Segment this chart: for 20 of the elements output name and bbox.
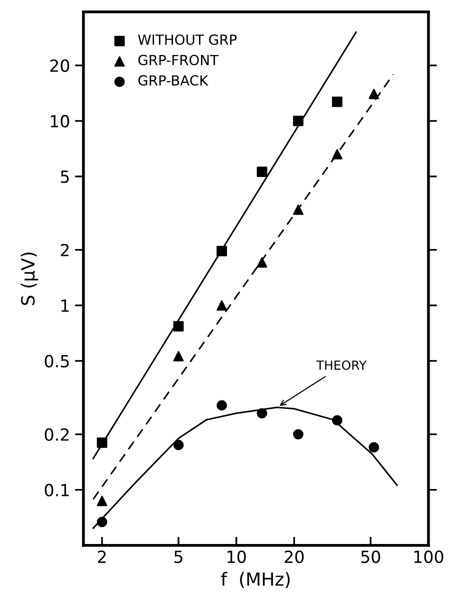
x-tick-label: 20 — [284, 550, 304, 564]
y-tick-label: 10 — [50, 114, 70, 128]
legend-label: WITHOUT GRP — [138, 34, 237, 45]
legend-label: GRP-BACK — [138, 75, 208, 86]
y-tick-label: 0.5 — [44, 354, 69, 368]
legend-label: GRP-FRONT — [138, 54, 219, 66]
y-tick-label: 0.2 — [44, 428, 69, 441]
x-tick-label: 2 — [98, 550, 106, 563]
y-tick-label: 5 — [60, 170, 69, 184]
x-tick-label: 50 — [361, 550, 380, 564]
y-tick-label: 20 — [50, 59, 70, 72]
x-tick-label: 5 — [174, 550, 182, 564]
x-axis-title: f (MHz) — [221, 572, 290, 588]
y-axis-title: S (μV) — [20, 252, 38, 306]
y-tick-label: 2 — [60, 244, 69, 256]
x-tick-label: 10 — [228, 550, 246, 564]
y-tick-label: 0.1 — [44, 484, 69, 496]
annotation: THEORY — [316, 360, 367, 370]
x-tick-label: 100 — [414, 550, 444, 564]
y-tick-label: 1 — [61, 300, 69, 312]
